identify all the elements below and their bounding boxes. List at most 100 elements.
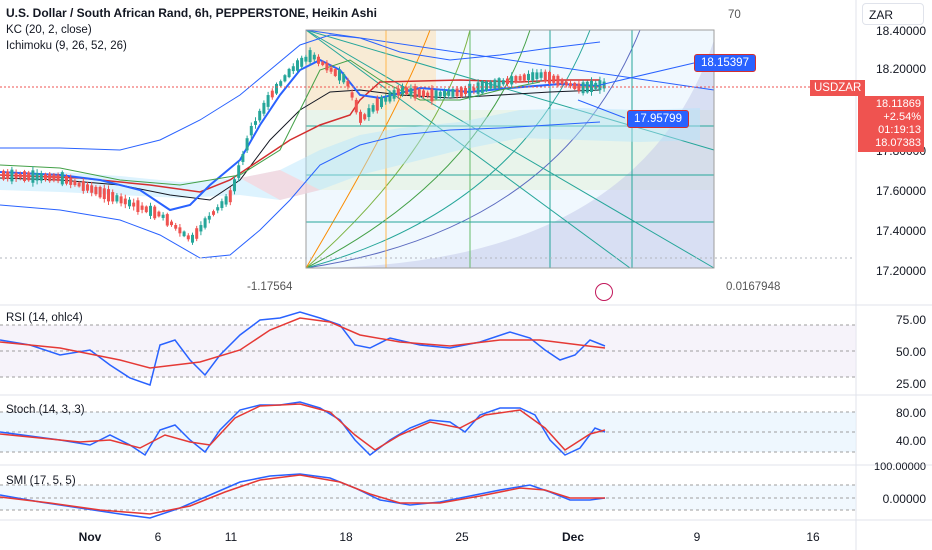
time-axis-label: 18 bbox=[339, 530, 353, 544]
candle-body bbox=[417, 89, 421, 97]
candle-body bbox=[346, 81, 350, 87]
smi-axis-label: 100.00000 bbox=[874, 461, 926, 473]
candle-body bbox=[195, 228, 199, 239]
candle-body bbox=[426, 92, 430, 97]
candle-body bbox=[98, 186, 102, 198]
candle-body bbox=[308, 50, 312, 63]
candle-body bbox=[573, 82, 577, 90]
candle-body bbox=[69, 177, 73, 185]
rsi-label[interactable]: RSI (14, ohlc4) bbox=[6, 312, 83, 324]
fib-label-top: 70 bbox=[728, 9, 741, 21]
candle-body bbox=[409, 88, 413, 95]
stoch-axis-label: 80.00 bbox=[895, 406, 926, 420]
candle-body bbox=[161, 214, 165, 218]
indicator-keltner-label[interactable]: KC (20, 2, close) bbox=[6, 24, 92, 36]
fib-box-drawing[interactable] bbox=[305, 29, 715, 269]
candle-body bbox=[258, 110, 262, 121]
currency-selector[interactable]: ZAR bbox=[862, 3, 924, 25]
candle-body bbox=[44, 174, 47, 181]
candle-body bbox=[501, 80, 505, 85]
candle-body bbox=[581, 82, 585, 94]
candle-body bbox=[535, 72, 539, 79]
candle-body bbox=[375, 98, 379, 111]
fib-label-right: 0.0167948 bbox=[726, 281, 781, 293]
candle-body bbox=[266, 95, 270, 107]
candle-body bbox=[86, 184, 89, 191]
candle-body bbox=[422, 90, 425, 97]
chart-title[interactable]: U.S. Dollar / South African Rand, 6h, PE… bbox=[6, 6, 377, 20]
keltner-upper bbox=[0, 34, 601, 151]
smi-label[interactable]: SMI (17, 5, 5) bbox=[6, 475, 76, 487]
candle-body bbox=[237, 165, 241, 178]
rsi-axis-label: 25.00 bbox=[895, 377, 926, 391]
candle-body bbox=[312, 54, 316, 60]
symbol-tag: USDZAR bbox=[810, 80, 866, 96]
candle-body bbox=[262, 102, 266, 114]
candle-body bbox=[186, 235, 190, 240]
rsi-axis-label: 75.00 bbox=[895, 313, 926, 327]
indicator-fx-icon[interactable] bbox=[595, 283, 613, 301]
candle-body bbox=[52, 174, 56, 181]
candle-body bbox=[396, 88, 400, 96]
candle-body bbox=[140, 205, 144, 210]
candle-body bbox=[443, 90, 446, 97]
candle-body bbox=[6, 171, 10, 180]
candle-body bbox=[296, 60, 299, 71]
candle-body bbox=[60, 172, 64, 185]
candle-body bbox=[10, 169, 14, 182]
candle-body bbox=[304, 56, 308, 62]
price-tag-upper[interactable]: 18.15397 bbox=[694, 54, 756, 72]
candle-body bbox=[602, 81, 606, 89]
candle-body bbox=[392, 90, 396, 99]
candle-body bbox=[73, 180, 77, 186]
indicator-ichimoku-label[interactable]: Ichimoku (9, 26, 52, 26) bbox=[6, 40, 127, 52]
candle-body bbox=[447, 90, 451, 96]
candle-body bbox=[552, 75, 556, 83]
candle-body bbox=[279, 81, 283, 86]
candle-body bbox=[489, 81, 493, 89]
candle-body bbox=[111, 192, 115, 202]
price-axis-label: 18.40000 bbox=[875, 24, 926, 38]
candle-body bbox=[585, 81, 589, 93]
candle-body bbox=[14, 172, 18, 179]
candle-body bbox=[472, 87, 476, 91]
candle-body bbox=[539, 72, 543, 78]
candle-body bbox=[510, 76, 514, 85]
candle-body bbox=[560, 80, 564, 85]
stoch-label[interactable]: Stoch (14, 3, 3) bbox=[6, 404, 85, 416]
time-axis-label: 16 bbox=[806, 530, 820, 544]
candle-body bbox=[354, 99, 358, 113]
price-tag-lower[interactable]: 17.95799 bbox=[627, 110, 689, 128]
candle-body bbox=[598, 80, 602, 91]
candle-body bbox=[254, 121, 257, 125]
candle-body bbox=[497, 78, 501, 89]
fib-label-left: -1.17564 bbox=[247, 281, 293, 293]
rsi-signal bbox=[0, 317, 606, 369]
candle-body bbox=[363, 114, 367, 120]
candle-body bbox=[65, 175, 68, 184]
candle-body bbox=[413, 86, 417, 99]
candle-body bbox=[451, 88, 455, 97]
candle-body bbox=[291, 66, 295, 72]
candle-body bbox=[48, 173, 52, 182]
candle-body bbox=[132, 202, 136, 207]
candle-body bbox=[165, 214, 169, 226]
candle-body bbox=[249, 125, 253, 136]
bar-countdown: 01:19:13 bbox=[878, 124, 921, 136]
candle-body bbox=[199, 225, 203, 232]
smi-signal bbox=[0, 474, 605, 515]
candle-body bbox=[216, 207, 220, 211]
candle-body bbox=[527, 73, 530, 81]
smi-axis-label: 0.00000 bbox=[882, 492, 926, 506]
candle-body bbox=[212, 211, 215, 215]
stoch-d bbox=[0, 403, 606, 451]
candle-body bbox=[241, 153, 245, 162]
ichimoku-cloud bbox=[0, 108, 700, 200]
candle-body bbox=[300, 57, 304, 67]
candle-body bbox=[283, 75, 287, 82]
price-candles[interactable] bbox=[2, 47, 606, 245]
candle-body bbox=[207, 215, 211, 220]
candle-body bbox=[455, 88, 459, 97]
candle-body bbox=[405, 87, 409, 95]
